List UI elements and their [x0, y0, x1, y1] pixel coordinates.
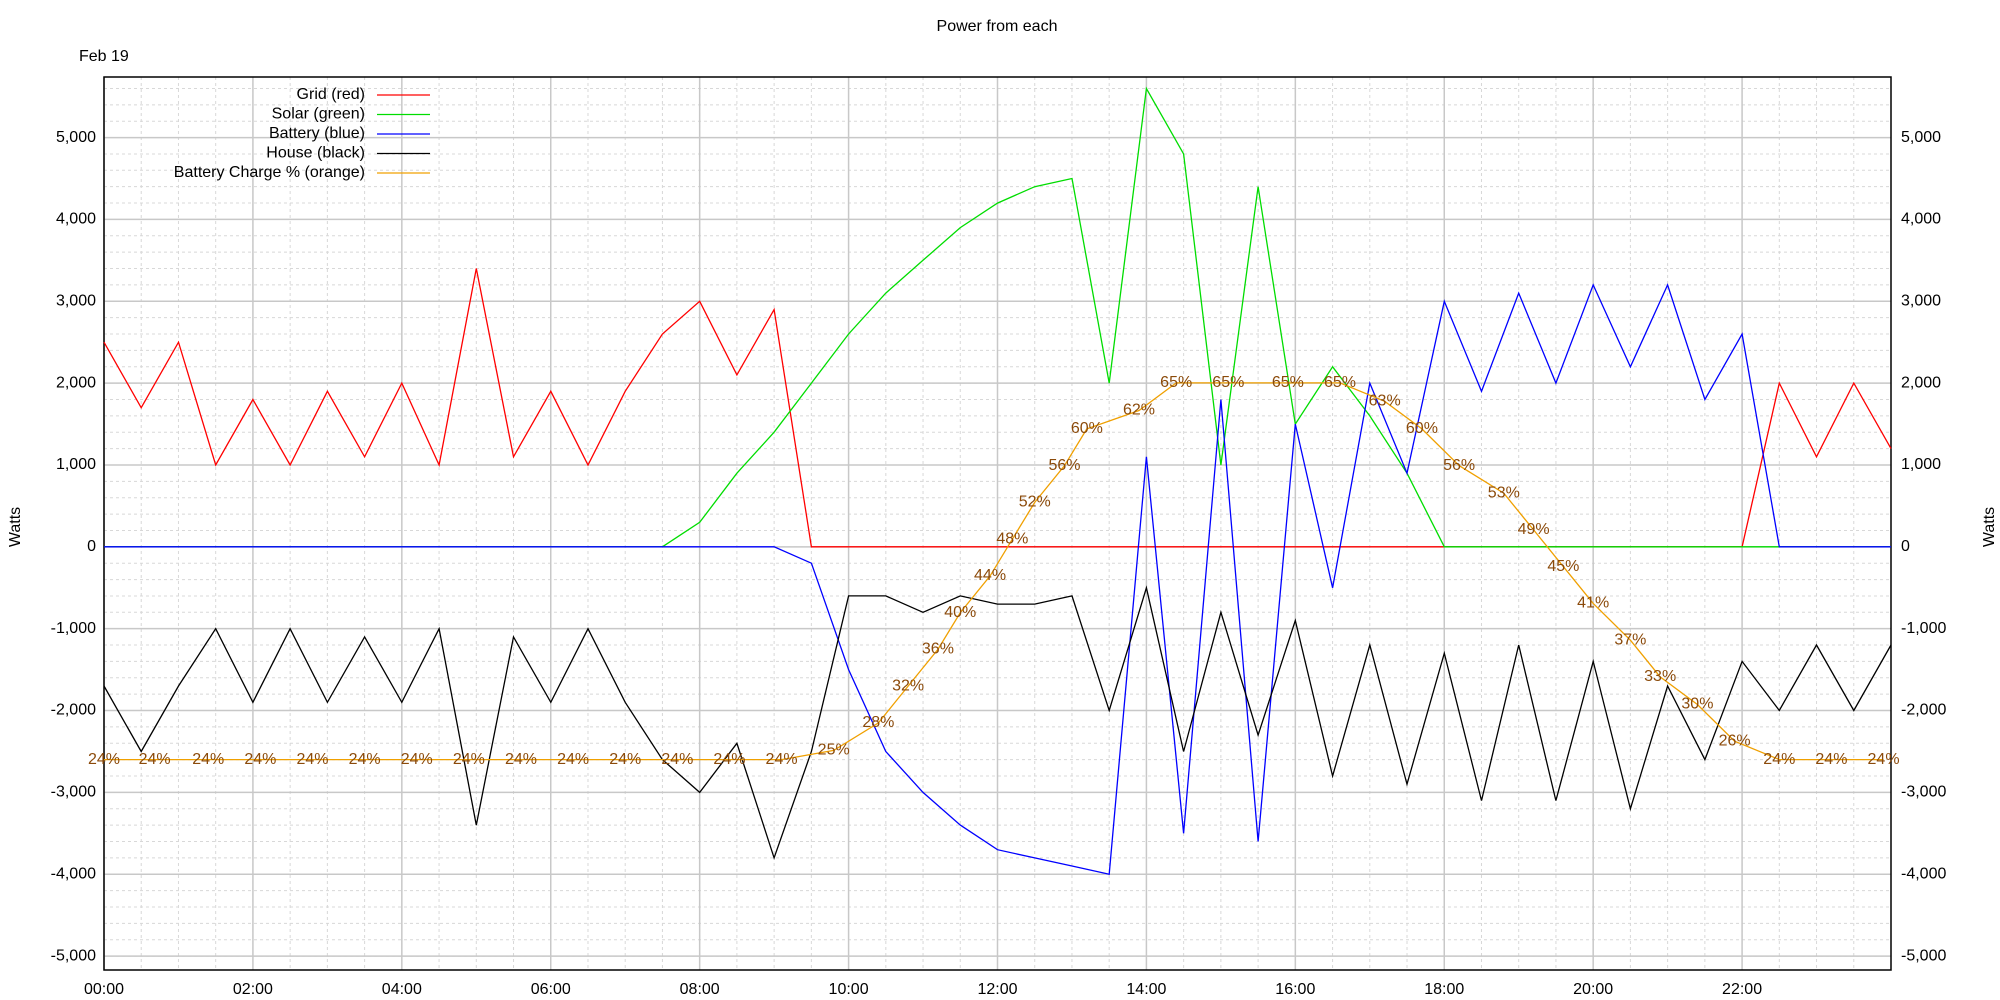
y-tick-label: 3,000 — [56, 292, 96, 309]
y2-tick-label: -1,000 — [1901, 620, 1946, 637]
x-tick-label: 06:00 — [531, 981, 571, 998]
data-label: 24% — [609, 751, 641, 768]
data-label: 24% — [453, 751, 485, 768]
x-tick-label: 22:00 — [1722, 981, 1762, 998]
legend-label: Grid (red) — [297, 86, 365, 103]
data-label: 44% — [974, 567, 1006, 584]
data-label: 52% — [1019, 494, 1051, 511]
data-label: 26% — [1719, 732, 1751, 749]
y-tick-label: -4,000 — [51, 865, 96, 882]
data-label: 63% — [1369, 393, 1401, 410]
data-label: 30% — [1681, 696, 1713, 713]
y2-tick-label: -5,000 — [1901, 947, 1946, 964]
x-tick-label: 02:00 — [233, 981, 273, 998]
chart-subtitle: Feb 19 — [79, 48, 129, 65]
legend-label: Battery (blue) — [269, 125, 365, 142]
data-label: 53% — [1488, 484, 1520, 501]
legend-label: Battery Charge % (orange) — [174, 164, 365, 181]
data-label: 24% — [296, 751, 328, 768]
y2-tick-label: -3,000 — [1901, 784, 1946, 801]
y-tick-label: -1,000 — [51, 620, 96, 637]
x-tick-label: 16:00 — [1275, 981, 1315, 998]
legend-label: House (black) — [266, 145, 365, 162]
y-tick-label: 0 — [87, 538, 96, 555]
y-tick-label: 2,000 — [56, 374, 96, 391]
data-label: 24% — [88, 751, 120, 768]
data-label: 28% — [862, 714, 894, 731]
plot-frame — [103, 76, 1892, 971]
y2-tick-label: 2,000 — [1901, 374, 1941, 391]
y2-tick-label: -4,000 — [1901, 865, 1946, 882]
y2-tick-label: 1,000 — [1901, 456, 1941, 473]
data-label: 25% — [818, 742, 850, 759]
x-tick-label: 18:00 — [1424, 981, 1464, 998]
data-label: 60% — [1071, 420, 1103, 437]
y2-tick-label: 5,000 — [1901, 129, 1941, 146]
series-line — [103, 585, 1892, 860]
data-label: 62% — [1123, 402, 1155, 419]
series-line — [104, 382, 1884, 761]
data-label: 36% — [922, 641, 954, 658]
y-tick-label: 4,000 — [56, 211, 96, 228]
data-label: 24% — [766, 751, 798, 768]
data-label: 33% — [1644, 668, 1676, 685]
data-label: 24% — [661, 751, 693, 768]
data-label: 24% — [192, 751, 224, 768]
data-label: 24% — [139, 751, 171, 768]
data-label: 24% — [1868, 751, 1900, 768]
y-tick-label: 1,000 — [56, 456, 96, 473]
y-tick-label: -5,000 — [51, 947, 96, 964]
series-line — [104, 283, 1891, 875]
data-label: 65% — [1212, 374, 1244, 391]
data-label: 24% — [505, 751, 537, 768]
x-tick-label: 20:00 — [1573, 981, 1613, 998]
y2-tick-label: 4,000 — [1901, 211, 1941, 228]
y-axis-label: Watts — [7, 507, 24, 547]
x-tick-label: 04:00 — [382, 981, 422, 998]
data-label: 49% — [1518, 521, 1550, 538]
y-tick-label: -3,000 — [51, 784, 96, 801]
data-label: 41% — [1577, 595, 1609, 612]
data-label: 45% — [1547, 558, 1579, 575]
data-label: 65% — [1324, 374, 1356, 391]
y2-tick-label: 0 — [1901, 538, 1910, 555]
x-tick-label: 12:00 — [977, 981, 1017, 998]
y2-tick-label: 3,000 — [1901, 292, 1941, 309]
chart-title: Power from each — [937, 18, 1058, 35]
data-label: 24% — [244, 751, 276, 768]
data-label: 60% — [1406, 420, 1438, 437]
data-label: 24% — [713, 751, 745, 768]
y2-tick-label: -2,000 — [1901, 702, 1946, 719]
data-label: 56% — [1443, 457, 1475, 474]
data-label: 65% — [1272, 374, 1304, 391]
x-tick-label: 00:00 — [84, 981, 124, 998]
data-label: 24% — [349, 751, 381, 768]
y-tick-label: -2,000 — [51, 702, 96, 719]
data-label: 24% — [401, 751, 433, 768]
y-tick-label: 5,000 — [56, 129, 96, 146]
data-label: 40% — [944, 604, 976, 621]
y2-axis-label: Watts — [1981, 507, 1998, 547]
x-tick-label: 08:00 — [680, 981, 720, 998]
data-label: 48% — [996, 530, 1028, 547]
data-label: 37% — [1614, 631, 1646, 648]
data-label: 24% — [1763, 751, 1795, 768]
x-tick-label: 10:00 — [829, 981, 869, 998]
legend-label: Solar (green) — [272, 106, 365, 123]
data-label: 56% — [1048, 457, 1080, 474]
data-label: 65% — [1160, 374, 1192, 391]
x-tick-label: 14:00 — [1126, 981, 1166, 998]
data-label: 24% — [1815, 751, 1847, 768]
data-label: 32% — [892, 677, 924, 694]
data-label: 24% — [557, 751, 589, 768]
